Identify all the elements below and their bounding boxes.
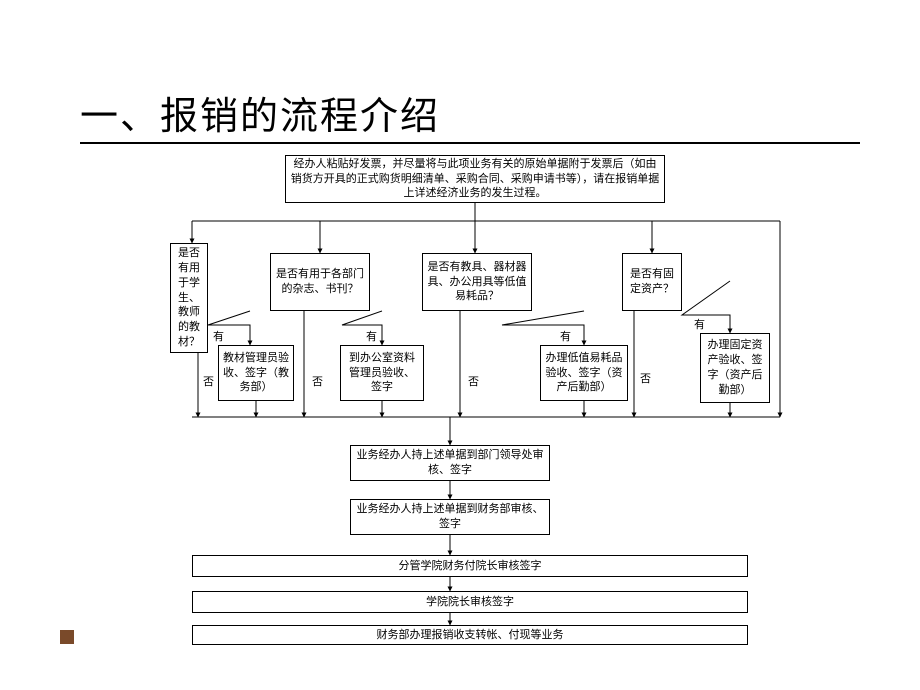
- flow-node-a2: 到办公室资料管理员验收、签字: [340, 345, 424, 401]
- flow-node-a3: 办理低值易耗品验收、签字（资产后勤部）: [540, 345, 628, 401]
- title-underline: [80, 142, 860, 144]
- flow-node-s2: 业务经办人持上述单据到财务部审核、签字: [350, 499, 550, 535]
- flow-node-top: 经办人粘贴好发票，并尽量将与此项业务有关的原始单据附于发票后（如由销货方开具的正…: [285, 155, 665, 203]
- flow-node-q3: 是否有教具、器材器具、办公用具等低值易耗品？: [422, 253, 532, 311]
- flow-node-q4: 是否有固定资产？: [622, 253, 682, 311]
- flow-label-6: 有: [694, 319, 705, 332]
- flow-label-7: 否: [640, 373, 651, 386]
- flow-node-s3: 分管学院财务付院长审核签字: [192, 555, 748, 577]
- flow-label-3: 否: [312, 376, 323, 389]
- flow-node-q2: 是否有用于各部门的杂志、书刊？: [270, 253, 370, 311]
- flowchart: 经办人粘贴好发票，并尽量将与此项业务有关的原始单据附于发票后（如由销货方开具的正…: [170, 155, 790, 645]
- flow-label-1: 否: [203, 376, 214, 389]
- flow-node-q1: 是否有用于学生、教师的教材？: [170, 243, 208, 353]
- flow-node-a1: 教材管理员验收、签字（教务部）: [218, 345, 294, 401]
- flow-node-a4: 办理固定资产验收、签字（资产后勤部）: [700, 333, 770, 403]
- flow-label-0: 有: [213, 331, 224, 344]
- flow-label-4: 有: [560, 331, 571, 344]
- flow-node-s5: 财务部办理报销收支转帐、付现等业务: [192, 625, 748, 645]
- slide-title: 一、报销的流程介绍: [80, 85, 860, 140]
- flow-label-2: 有: [366, 331, 377, 344]
- flow-node-s4: 学院院长审核签字: [192, 591, 748, 613]
- flow-label-5: 否: [468, 376, 479, 389]
- slide-marker-icon: [60, 630, 74, 644]
- flow-node-s1: 业务经办人持上述单据到部门领导处审核、签字: [350, 445, 550, 481]
